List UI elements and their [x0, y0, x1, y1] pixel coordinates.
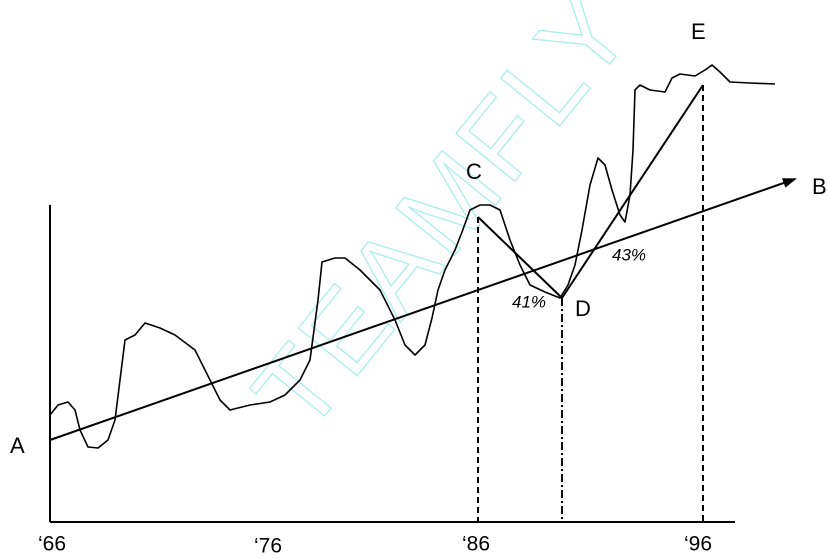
x-tick-label: ‘76 [254, 535, 282, 558]
decline-segment [477, 216, 563, 299]
percent-label: 41% [512, 292, 546, 311]
x-tick-label: ‘96 [684, 533, 712, 556]
x-tick-label: ‘66 [38, 533, 66, 556]
trend-line [49, 178, 797, 441]
point-label: B [812, 174, 827, 199]
point-label: A [10, 433, 25, 458]
percent-label: 43% [612, 245, 646, 264]
x-tick-label: ‘86 [462, 533, 490, 556]
price-curve [49, 64, 776, 449]
point-label: D [575, 296, 591, 321]
point-label: C [466, 159, 482, 184]
rise-segment [561, 84, 704, 299]
point-label: E [691, 19, 706, 44]
